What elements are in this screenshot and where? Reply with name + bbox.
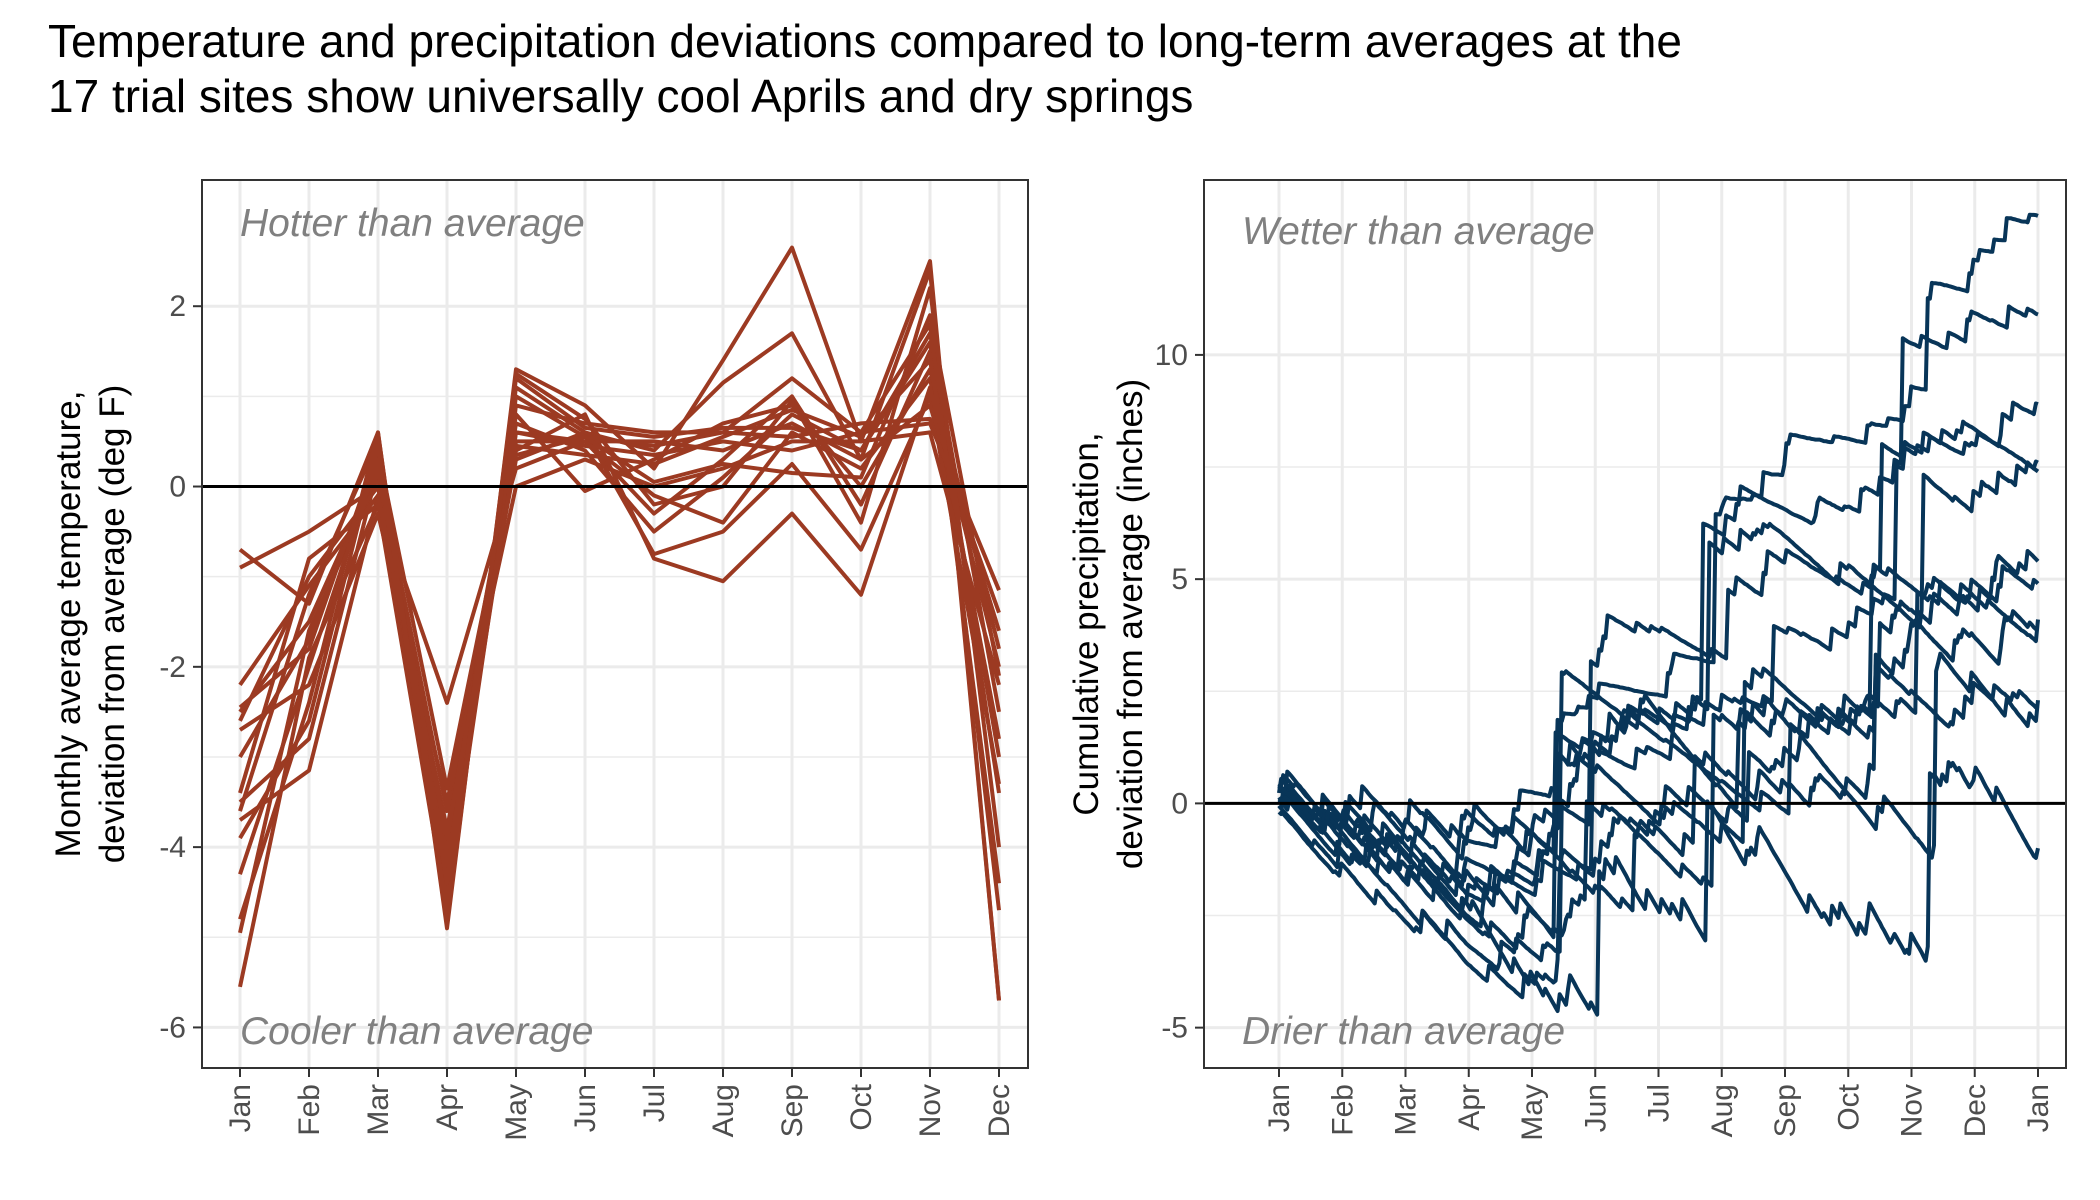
x-tick-label: Mar [1390,1084,1423,1136]
panel-border [201,179,1029,1069]
x-tick-label: Jan [2022,1084,2055,1132]
temperature-series-line [238,430,1001,805]
x-tick-label: Apr [431,1084,464,1131]
precipitation-series-line [1277,663,2040,951]
x-tick-label: Jan [1263,1084,1296,1132]
precipitation-series-line [1277,549,2040,857]
annotation-top: Hotter than average [240,202,585,245]
y-tick-label: 0 [1171,787,1188,820]
precipitation-series-line [1277,582,2040,1000]
temperature-series-line [238,367,1001,859]
panel-border [1203,179,2067,1069]
x-tick-label: Nov [1896,1084,1929,1137]
annotation-bottom: Drier than average [1242,1010,1565,1053]
x-tick-label: Dec [983,1084,1016,1137]
annotation-bottom: Cooler than average [240,1010,593,1053]
chart-title: Temperature and precipitation deviations… [48,14,2088,124]
x-tick-label: Aug [1706,1084,1739,1137]
precipitation-series-line [1277,304,2039,904]
x-tick-label: Apr [1453,1084,1486,1131]
title-line-1: Temperature and precipitation deviations… [48,15,1682,67]
precipitation-panel: 10 5 0 -5 Jan Feb Mar Apr May Jun Jul Aug Sep Oct Nov D… [1067,179,2067,1141]
y-tick-label: -5 [1161,1012,1188,1045]
y-axis-title-line-1: Monthly average temperature, [49,391,88,858]
temperature-series-line [238,286,1001,917]
x-tick-label: Jan [224,1084,257,1132]
x-tick-label: Feb [293,1084,326,1136]
precipitation-series-line [1277,609,2039,913]
temperature-panel: 2 0 -2 -4 -6 Jan Feb Mar Apr May Jun Jul Aug Sep Oct No… [49,179,1029,1141]
annotation-top: Wetter than average [1242,210,1595,253]
y-tick-label: -4 [159,831,186,864]
y-axis-title: Monthly average temperature, deviation fr… [49,385,132,864]
x-tick-label: Sep [1769,1084,1802,1137]
x-tick-label: Feb [1326,1084,1359,1136]
precipitation-series-line [1277,562,2040,929]
x-tick-label: Aug [707,1084,740,1137]
x-tick-label: Dec [1959,1084,1992,1137]
x-tick-label: May [500,1084,533,1141]
x-tick-label: May [1516,1084,1549,1141]
y-axis-title-line-1: Cumulative precipitation, [1067,432,1106,815]
precipitation-series-line [1277,419,2039,913]
title-line-2: 17 trial sites show universally cool Apr… [48,70,1194,122]
x-tick-label: Oct [845,1083,878,1130]
x-tick-label: Jun [1579,1084,1612,1132]
x-tick-label: Jul [638,1084,671,1122]
y-tick-label: -6 [159,1011,186,1044]
y-tick-label: 2 [169,290,186,323]
precipitation-series-line [1277,651,2040,940]
x-tick-label: Jun [569,1084,602,1132]
x-tick-label: Nov [914,1084,947,1137]
y-axis-title-line-2: deviation from average (inches) [1111,379,1150,869]
x-tick-label: Mar [362,1084,395,1136]
y-tick-label: 5 [1171,563,1188,596]
y-tick-label: 10 [1155,339,1188,372]
x-tick-label: Jul [1643,1084,1676,1122]
x-tick-label: Oct [1832,1083,1865,1130]
temperature-series-line [238,322,1001,988]
y-axis-title-line-2: deviation from average (deg F) [93,385,132,864]
y-tick-label: 0 [169,471,186,504]
y-axis-title: Cumulative precipitation, deviation from … [1067,379,1150,869]
temperature-series-line [238,331,1001,926]
x-tick-label: Sep [776,1084,809,1137]
y-tick-label: -2 [159,651,186,684]
precipitation-series-line [1277,760,2040,1017]
